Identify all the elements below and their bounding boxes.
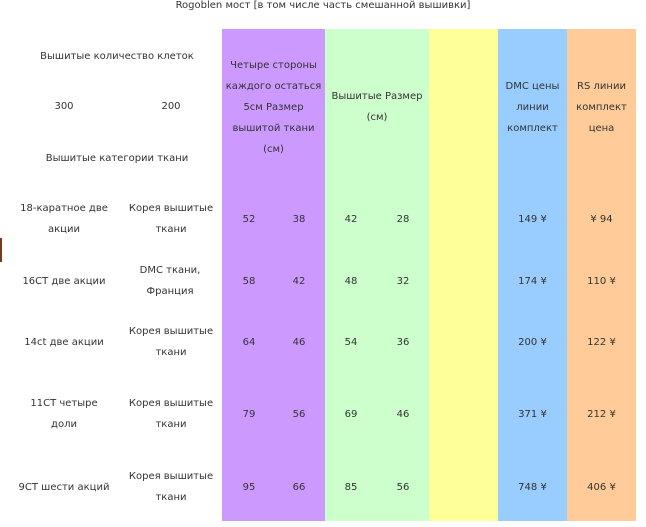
row-dmc-price: 174 ¥ bbox=[518, 275, 547, 287]
column-green bbox=[325, 29, 429, 521]
row-embroidered-300: 85 bbox=[344, 481, 358, 493]
row-embroidered-300: 54 bbox=[344, 336, 358, 348]
row-count: 9CT шести акций bbox=[18, 481, 110, 493]
row-margin-300: 95 bbox=[242, 481, 256, 493]
left-edge-mark bbox=[0, 238, 2, 262]
margin-size-header: Четыре стороны каждого остаться 5см Разм… bbox=[225, 59, 322, 155]
row-embroidered-300: 42 bbox=[344, 213, 358, 225]
row-count: 11CT четыре доли bbox=[30, 398, 98, 430]
column-yellow bbox=[429, 29, 498, 521]
page-title: Rogoblen мост [в том числе часть смешанн… bbox=[175, 0, 471, 11]
row-margin-300: 79 bbox=[242, 408, 256, 420]
count-200-header: 200 bbox=[161, 101, 181, 112]
row-margin-200: 66 bbox=[292, 481, 306, 493]
dmc-price-header: DMC цены линии комплект bbox=[505, 80, 560, 134]
row-fabric: Корея вышитые ткани bbox=[128, 326, 214, 358]
row-rs-price: 212 ¥ bbox=[587, 408, 616, 420]
row-embroidered-200: 46 bbox=[396, 408, 410, 420]
row-embroidered-200: 32 bbox=[396, 275, 410, 287]
row-dmc-price: 200 ¥ bbox=[518, 336, 547, 348]
column-purple bbox=[222, 29, 325, 521]
row-rs-price: 110 ¥ bbox=[587, 275, 616, 287]
fabric-category-label: Вышитые категории ткани bbox=[45, 153, 189, 164]
row-rs-price: ¥ 94 bbox=[590, 213, 613, 225]
row-dmc-price: 149 ¥ bbox=[518, 213, 547, 225]
row-margin-200: 56 bbox=[292, 408, 306, 420]
row-margin-200: 38 bbox=[292, 213, 306, 225]
row-margin-300: 52 bbox=[242, 213, 256, 225]
rs-price-header: RS линии комплект цена bbox=[576, 80, 627, 134]
row-embroidered-300: 69 bbox=[344, 408, 358, 420]
row-margin-200: 42 bbox=[292, 275, 306, 287]
row-count: 14ct две акции bbox=[24, 336, 104, 348]
stitch-count-label: Вышитые количество клеток bbox=[40, 51, 194, 62]
row-fabric: Корея вышитые ткани bbox=[128, 471, 214, 503]
row-dmc-price: 748 ¥ bbox=[518, 481, 547, 493]
row-count: 16CT две акции bbox=[22, 275, 106, 287]
row-fabric: Корея вышитые ткани bbox=[128, 398, 214, 430]
row-fabric: Корея вышитые ткани bbox=[128, 203, 214, 235]
row-margin-300: 64 bbox=[242, 336, 256, 348]
row-margin-300: 58 bbox=[242, 275, 256, 287]
embroidered-size-header: Вышитые Размер (см) bbox=[331, 90, 423, 123]
row-fabric: DMC ткани, Франция bbox=[139, 265, 201, 297]
row-embroidered-300: 48 bbox=[344, 275, 358, 287]
row-embroidered-200: 28 bbox=[396, 213, 410, 225]
column-blue bbox=[498, 29, 567, 521]
row-embroidered-200: 36 bbox=[396, 336, 410, 348]
row-rs-price: 406 ¥ bbox=[587, 481, 616, 493]
row-count: 18-каратное две акции bbox=[20, 203, 108, 235]
row-embroidered-200: 56 bbox=[396, 481, 410, 493]
row-margin-200: 46 bbox=[292, 336, 306, 348]
row-rs-price: 122 ¥ bbox=[587, 336, 616, 348]
row-dmc-price: 371 ¥ bbox=[518, 408, 547, 420]
count-300-header: 300 bbox=[54, 101, 74, 112]
column-orange bbox=[567, 29, 636, 521]
